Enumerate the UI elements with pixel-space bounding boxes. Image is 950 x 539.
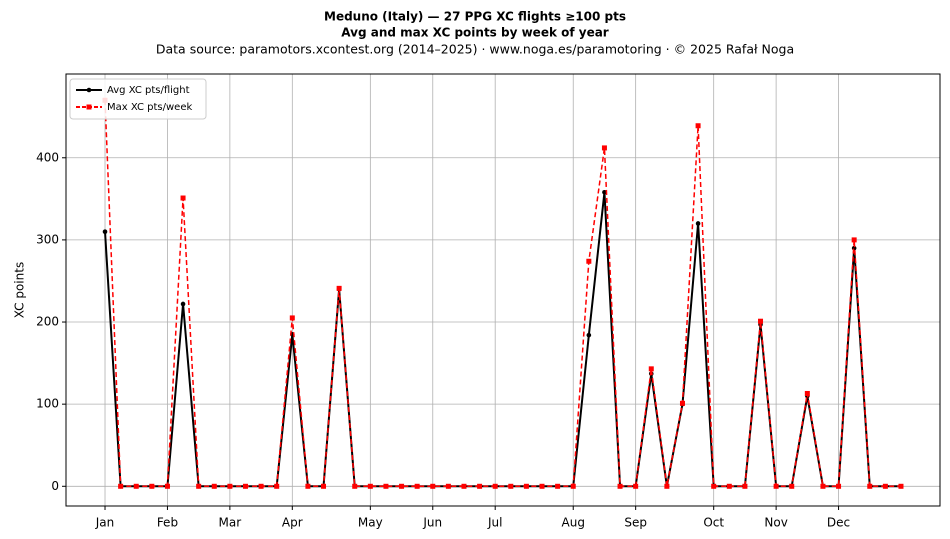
point (617, 483, 623, 489)
point (321, 483, 327, 489)
point (711, 483, 717, 489)
point (180, 301, 186, 307)
point (508, 483, 514, 489)
point (352, 483, 358, 489)
point (898, 483, 904, 489)
point (882, 483, 888, 489)
point (461, 483, 467, 489)
point (695, 123, 701, 129)
point (477, 483, 483, 489)
point (133, 483, 139, 489)
series-line (104, 100, 901, 488)
point (820, 483, 826, 489)
point (836, 483, 842, 489)
x-tick-label: Oct (703, 516, 724, 530)
y-tick-label: 400 (36, 150, 59, 164)
chart-subtitle: Avg and max XC points by week of year (341, 26, 609, 40)
point (742, 483, 748, 489)
point (227, 483, 233, 489)
point (773, 483, 779, 489)
legend-box (69, 78, 207, 120)
point (648, 366, 654, 372)
point (242, 483, 248, 489)
x-tick-label: Jun (422, 516, 442, 530)
point (211, 483, 217, 489)
point (492, 483, 498, 489)
x-tick-label: Jan (95, 516, 115, 530)
x-tick-label: May (358, 516, 383, 530)
x-tick-label: Apr (282, 516, 303, 530)
point (726, 483, 732, 489)
point (851, 237, 857, 243)
point (336, 285, 342, 291)
point (383, 483, 389, 489)
point (196, 483, 202, 489)
x-tick-label: Mar (219, 516, 242, 530)
point (164, 483, 170, 489)
point (539, 483, 545, 489)
point (102, 229, 108, 234)
y-tick-label: 0 (51, 479, 59, 493)
point (258, 483, 264, 489)
y-tick-label: 300 (36, 232, 59, 246)
x-tick-label: Dec (827, 516, 850, 530)
point (399, 483, 405, 489)
point (586, 332, 592, 338)
plot-frame (65, 73, 941, 507)
point (695, 221, 701, 226)
x-tick-label: Aug (562, 516, 585, 530)
point (367, 483, 373, 489)
point (789, 483, 795, 489)
x-tick-label: Nov (764, 516, 787, 530)
chart-title: Meduno (Italy) — 27 PPG XC flights ≥100 … (324, 10, 626, 24)
point (523, 483, 529, 489)
point (602, 189, 607, 195)
point (445, 483, 451, 489)
point (430, 483, 436, 489)
x-tick-label: Feb (157, 516, 178, 530)
point (664, 483, 670, 489)
point (555, 483, 561, 489)
point (118, 483, 124, 489)
y-tick-label: 100 (36, 397, 59, 411)
x-tick-label: Jul (487, 516, 502, 530)
y-tick-label: 200 (36, 315, 59, 329)
legend-label: Max XC pts/week (107, 102, 192, 113)
point (414, 483, 420, 489)
point (149, 483, 155, 489)
legend-marker (86, 104, 92, 110)
legend-label: Avg XC pts/flight (107, 85, 190, 96)
point (804, 390, 810, 396)
chart-source: Data source: paramotors.xcontest.org (20… (156, 42, 794, 57)
y-axis-label: XC points (13, 262, 27, 318)
point (570, 483, 576, 489)
point (867, 483, 873, 489)
point (586, 258, 592, 264)
point (758, 318, 764, 324)
point (601, 145, 607, 151)
point (289, 315, 295, 321)
legend-marker (86, 87, 92, 93)
point (679, 400, 685, 406)
point (180, 195, 186, 201)
x-tick-label: Sep (624, 516, 647, 530)
point (305, 483, 311, 489)
point (274, 483, 280, 489)
point (633, 483, 639, 489)
series-line (104, 192, 901, 488)
